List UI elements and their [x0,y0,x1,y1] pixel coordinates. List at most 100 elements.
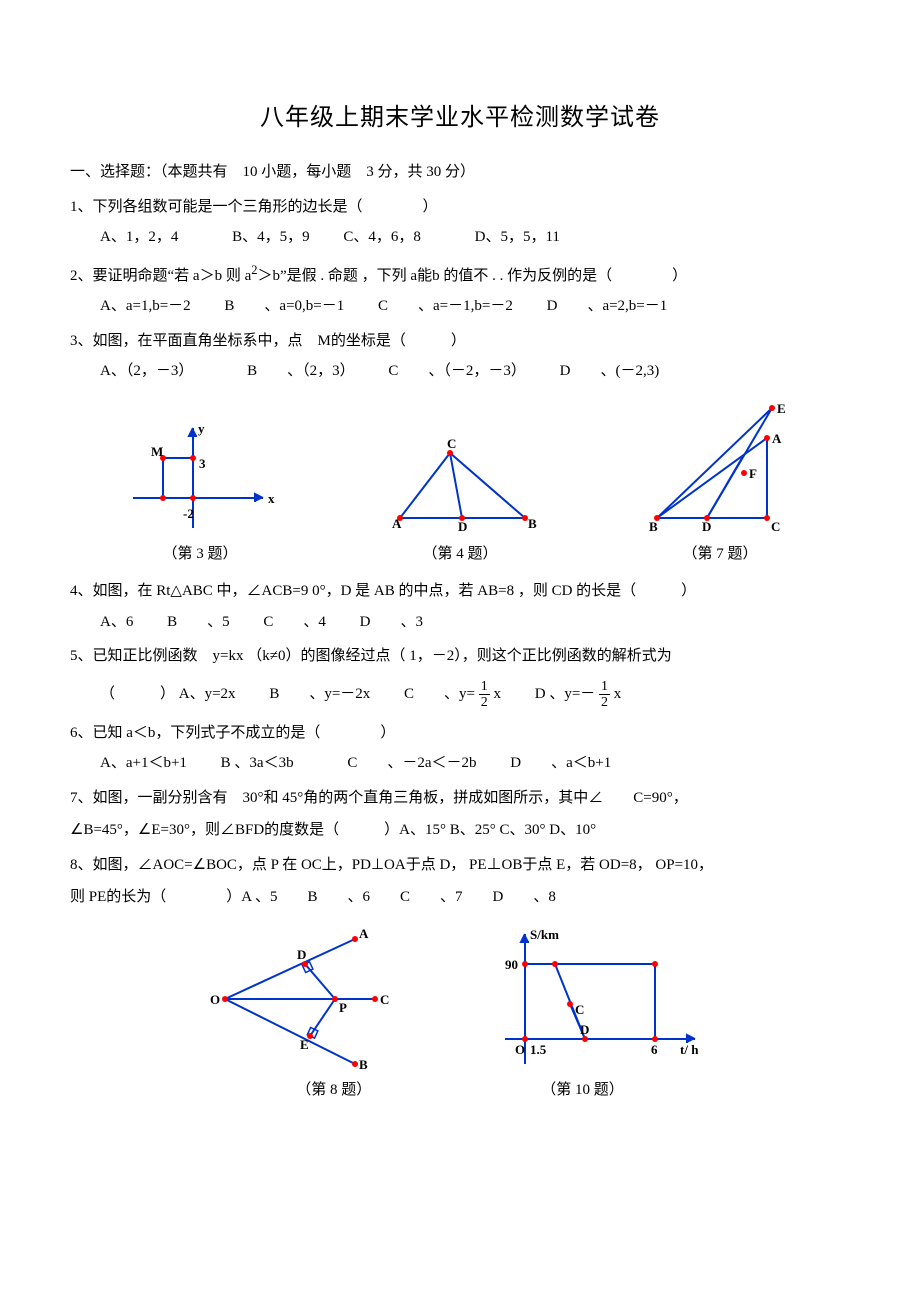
fig10-label-t: t/ h [680,1042,699,1057]
q7-stem-b: ∠B=45°，∠E=30°，则∠BFD的度数是（ ）A、15° B、25° C、… [70,819,850,842]
q4-opt-c: C 、4 [263,611,326,634]
q5-frac-c: 12 [479,680,490,710]
q1-opt-b: B、4，5，9 [232,226,310,249]
fig7-label-b: B [649,519,658,534]
question-6: 6、已知 a＜b，下列式子不成立的是（ ） A、a+1＜b+1 B 、3a＜3b… [70,722,850,775]
fig7-label-d: D [702,519,711,534]
q2-options: A、a=1,b=－2 B 、a=0,b=－1 C 、a=－1,b=－2 D 、a… [100,295,850,318]
q5-frac-d-den: 2 [599,695,610,710]
q8-stem-b: 则 PE的长为（ ）A 、5 B 、6 C 、7 D 、8 [70,886,850,909]
fig8-label-e: E [300,1037,309,1052]
q2-opt-a: A、a=1,b=－2 [100,295,191,318]
q6-opt-c: C 、－2a＜－2b [347,752,476,775]
q7-stem-a: 7、如图，一副分别含有 30°和 45°角的两个直角三角板，拼成如图所示，其中∠… [70,787,850,810]
q6-stem: 6、已知 a＜b，下列式子不成立的是（ ） [70,722,850,745]
caption-q10: （第 10 题） [541,1079,624,1102]
caption-q3: （第 3 题） [162,543,237,566]
fig10-label-d: D [580,1022,589,1037]
q2-opt-c: C 、a=－1,b=－2 [378,295,513,318]
q4-opt-a: A、6 [100,611,133,634]
fig8-label-o: O [210,992,220,1007]
figure-row-1: M 3 -2 x y A C B D B D C [70,398,850,538]
q3-options: A、（2，－3） B 、（2，3） C 、（－2，－3） D 、(－2,3) [100,360,850,383]
figure-q8: O A B C D E P [205,924,405,1074]
q5-opt-c-pre: C 、y= [404,683,475,706]
fig10-label-o: O [515,1042,525,1057]
q2-stem-c: ”是假 . 命题 ，下列 a能b 的值不 . . 作为反例的是（ ） [280,268,687,284]
question-4: 4、如图，在 Rt△ABC 中，∠ACB=9 0°，D 是 AB 的中点，若 A… [70,580,850,633]
q6-opt-a: A、a+1＜b+1 [100,752,187,775]
q2-stem-a: 2、要证明命题“若 a＞b 则 a [70,268,251,284]
q5-frac-d-num: 1 [599,680,610,695]
q1-opt-c: C、4，6，8 [343,226,421,249]
q6-opt-b: B 、3a＜3b [221,752,294,775]
q5-options: （ ） A、y=2x B 、y=－2x C 、y= 12 x D 、y=－ 12… [100,680,850,710]
page-title: 八年级上期末学业水平检测数学试卷 [70,100,850,136]
figure-q7: B D C E A F [637,398,807,538]
q5-opt-c-post: x [494,683,502,706]
q2-stem: 2、要证明命题“若 a＞b 则 a2＞b”是假 . 命题 ，下列 a能b 的值不… [70,261,850,288]
q3-opt-d: D 、(－2,3) [560,360,660,383]
fig3-label-neg2: -2 [183,506,194,521]
q5-opt-b: B 、y=－2x [269,683,370,706]
caption-q4: （第 4 题） [422,543,497,566]
q1-stem: 1、下列各组数可能是一个三角形的边长是（ ） [70,196,850,219]
section-1-heading: 一、选择题：（本题共有 10 小题，每小题 3 分，共 30 分） [70,161,850,184]
q6-opt-d: D 、a＜b+1 [510,752,611,775]
q5-opt-d-post: x [614,683,622,706]
figure-q3: M 3 -2 x y [113,418,283,538]
q5-opt-a: A、y=2x [179,683,236,706]
q1-options: A、1，2，4 B、4，5，9 C、4，6，8 D、5，5，11 [100,226,850,249]
fig3-label-x: x [268,491,275,506]
fig4-label-a: A [392,516,402,531]
fig10-label-c: C [575,1002,584,1017]
q5-stem: 5、已知正比例函数 y=kx （k≠0）的图像经过点（ 1，－2），则这个正比例… [70,645,850,668]
fig7-label-a: A [772,431,782,446]
q4-options: A、6 B 、5 C 、4 D 、3 [100,611,850,634]
q3-stem: 3、如图，在平面直角坐标系中，点 M的坐标是（ ） [70,330,850,353]
fig7-label-c: C [771,519,780,534]
q2-stem-b: ＞b [257,268,280,284]
figure-captions-2: （第 8 题） （第 10 题） [70,1079,850,1102]
fig3-label-m: M [151,444,163,459]
caption-q8: （第 8 题） [296,1079,371,1102]
fig8-label-d: D [297,947,306,962]
question-2: 2、要证明命题“若 a＞b 则 a2＞b”是假 . 命题 ，下列 a能b 的值不… [70,261,850,318]
fig4-label-c: C [447,436,456,451]
q2-opt-b: B 、a=0,b=－1 [224,295,344,318]
q5-lead: （ ） [100,683,175,706]
question-8: 8、如图，∠AOC=∠BOC，点 P 在 OC上，PD⊥OA于点 D， PE⊥O… [70,854,850,909]
q5-frac-c-den: 2 [479,695,490,710]
q4-opt-d: D 、3 [360,611,423,634]
q3-opt-b: B 、（2，3） [247,360,355,383]
q6-options: A、a+1＜b+1 B 、3a＜3b C 、－2a＜－2b D 、a＜b+1 [100,752,850,775]
q2-opt-d: D 、a=2,b=－1 [547,295,668,318]
caption-q7: （第 7 题） [682,543,757,566]
fig3-label-y: y [198,421,205,436]
fig10-label-90: 90 [505,957,518,972]
q4-stem: 4、如图，在 Rt△ABC 中，∠ACB=9 0°，D 是 AB 的中点，若 A… [70,580,850,603]
fig10-label-s: S/km [530,927,559,942]
question-5: 5、已知正比例函数 y=kx （k≠0）的图像经过点（ 1，－2），则这个正比例… [70,645,850,710]
fig8-label-c: C [380,992,389,1007]
figure-q10: S/km 90 C D O 1.5 6 t/ h [485,924,715,1074]
q1-opt-d: D、5，5，11 [475,226,560,249]
q4-opt-b: B 、5 [167,611,230,634]
fig4-label-d: D [458,519,467,534]
figure-captions-1: （第 3 题） （第 4 题） （第 7 题） [70,543,850,566]
q3-opt-a: A、（2，－3） [100,360,193,383]
q1-opt-a: A、1，2，4 [100,226,178,249]
q5-frac-c-num: 1 [479,680,490,695]
q3-opt-c: C 、（－2，－3） [388,360,526,383]
question-3: 3、如图，在平面直角坐标系中，点 M的坐标是（ ） A、（2，－3） B 、（2… [70,330,850,383]
fig10-label-15: 1.5 [530,1042,547,1057]
q8-stem-a: 8、如图，∠AOC=∠BOC，点 P 在 OC上，PD⊥OA于点 D， PE⊥O… [70,854,850,877]
fig7-label-e: E [777,401,786,416]
figure-row-2: O A B C D E P S/km 90 C D O 1.5 6 t/ h [70,924,850,1074]
fig8-label-a: A [359,926,369,941]
fig8-label-b: B [359,1057,368,1072]
fig8-label-p: P [339,1000,347,1015]
fig3-label-3: 3 [199,456,206,471]
fig7-label-f: F [749,466,757,481]
q5-opt-d-pre: D 、y=－ [535,683,596,706]
